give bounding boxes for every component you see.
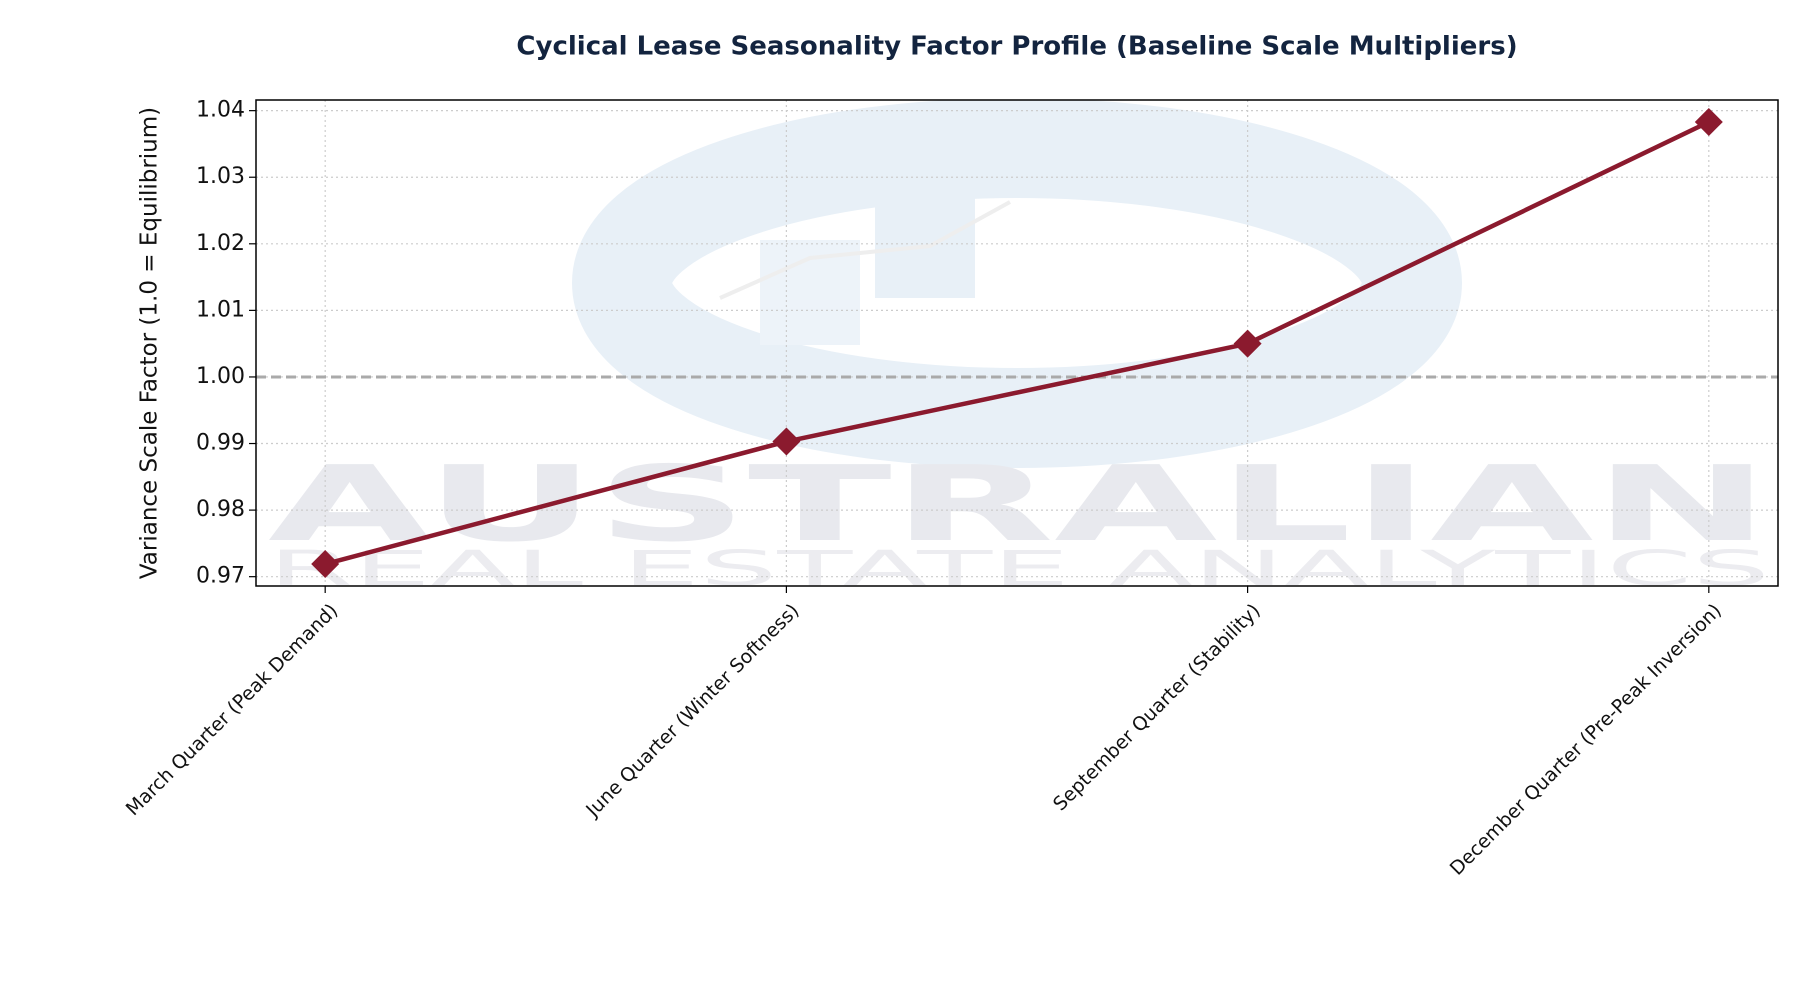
y-tick-label: 1.03 <box>196 164 245 189</box>
marker <box>1233 329 1262 358</box>
y-tick-label: 0.99 <box>196 431 245 456</box>
y-tick-label: 1.01 <box>196 297 245 322</box>
marker <box>1694 107 1723 136</box>
watermark: AUSTRALIAN REAL ESTATE ANALYTICS <box>268 100 1770 597</box>
marker <box>772 427 801 456</box>
y-tick-label: 0.97 <box>196 564 245 589</box>
watermark-logo <box>572 100 1462 468</box>
y-tick-label: 1.04 <box>196 98 245 123</box>
chart-title: Cyclical Lease Seasonality Factor Profil… <box>516 32 1517 62</box>
y-tick-label: 0.98 <box>196 497 245 522</box>
watermark-logo <box>719 200 1011 300</box>
y-axis-label: Variance Scale Factor (1.0 = Equilibrium… <box>137 107 163 579</box>
y-tick-label: 1.00 <box>196 364 245 389</box>
y-tick-label: 1.02 <box>196 231 245 256</box>
watermark-text: AUSTRALIAN <box>268 443 1770 565</box>
plot-frame <box>255 99 1779 587</box>
marker <box>311 550 340 579</box>
line <box>324 119 1710 567</box>
watermark-text: REAL ESTATE ANALYTICS <box>268 541 1770 597</box>
